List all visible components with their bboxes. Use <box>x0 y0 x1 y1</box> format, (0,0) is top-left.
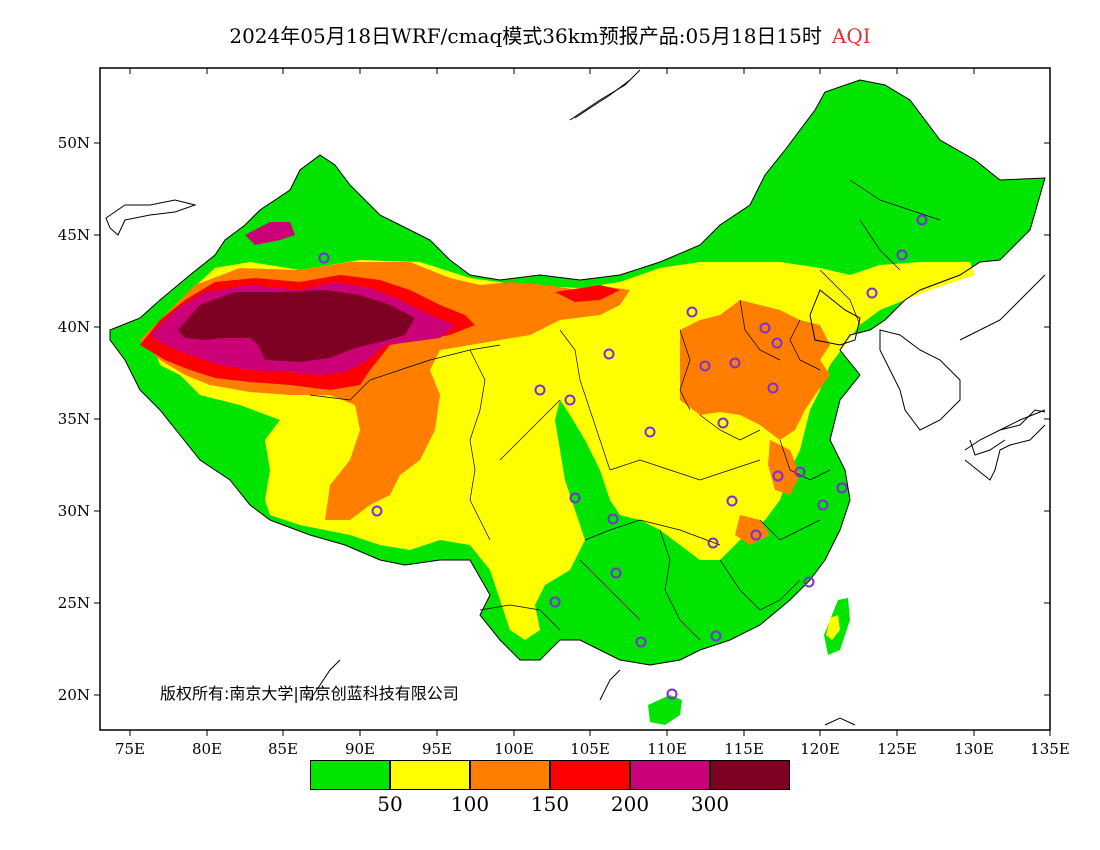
station-marker <box>726 495 738 507</box>
station-marker <box>916 214 928 226</box>
station-marker <box>534 384 546 396</box>
y-tick-label: 50N <box>58 134 90 152</box>
x-tick-label: 105E <box>570 740 610 758</box>
legend-swatch <box>550 760 630 790</box>
x-tick-label: 130E <box>954 740 994 758</box>
title-variable: AQI <box>831 24 871 48</box>
station-marker <box>699 360 711 372</box>
map-body <box>100 68 1050 730</box>
region-red-ne <box>555 285 620 302</box>
color-legend <box>310 760 790 792</box>
national-border <box>109 79 1046 666</box>
station-marker <box>569 492 581 504</box>
station-marker <box>635 636 647 648</box>
y-tick-label: 20N <box>58 686 90 704</box>
legend-swatch <box>630 760 710 790</box>
station-marker <box>707 537 719 549</box>
x-tick-label: 80E <box>192 740 222 758</box>
x-tick-label: 110E <box>647 740 687 758</box>
legend-swatch <box>470 760 550 790</box>
y-tick-labels: 50N 45N 40N 35N 30N 25N 20N <box>58 134 90 704</box>
station-marker <box>729 357 741 369</box>
x-tick-label: 120E <box>800 740 840 758</box>
region-maroon <box>178 290 415 362</box>
x-tick-label: 135E <box>1030 740 1070 758</box>
x-tick-labels: 75E 80E 85E 90E 95E 100E 105E 110E 115E … <box>115 740 1070 758</box>
y-tick-label: 35N <box>58 410 90 428</box>
legend-value: 300 <box>690 792 730 816</box>
x-tick-label: 85E <box>268 740 298 758</box>
tick-marks <box>94 68 1051 736</box>
station-marker <box>318 252 330 264</box>
province-boundaries <box>309 179 941 641</box>
station-marker <box>817 499 829 511</box>
station-marker <box>759 322 771 334</box>
legend-swatch <box>390 760 470 790</box>
y-tick-label: 45N <box>58 226 90 244</box>
station-marker <box>750 529 762 541</box>
copyright-text: 版权所有:南京大学|南京创蓝科技有限公司 <box>160 684 459 703</box>
station-marker <box>610 567 622 579</box>
x-tick-label: 100E <box>494 740 534 758</box>
y-tick-label: 30N <box>58 502 90 520</box>
map-frame <box>99 67 1051 731</box>
station-marker <box>371 505 383 517</box>
coastlines <box>105 69 1046 726</box>
station-marker <box>767 382 779 394</box>
legend-value: 50 <box>377 792 403 816</box>
hainan-island <box>648 695 682 725</box>
map-title: 2024年05月18日WRF/cmaq模式36km预报产品:05月18日15时 A… <box>0 20 1100 49</box>
station-marker <box>866 287 878 299</box>
x-tick-label: 115E <box>724 740 764 758</box>
station-marker <box>896 249 908 261</box>
legend-swatch <box>710 760 790 790</box>
station-marker <box>549 596 561 608</box>
taiwan-yellow <box>826 615 840 640</box>
x-tick-label: 125E <box>877 740 917 758</box>
x-tick-label: 90E <box>345 740 375 758</box>
station-marker <box>772 470 784 482</box>
station-marker <box>666 688 678 700</box>
station-marker <box>794 466 806 478</box>
station-marker <box>686 306 698 318</box>
station-marker <box>710 630 722 642</box>
region-purple-nw <box>245 222 295 245</box>
station-marker <box>836 482 848 494</box>
station-marker <box>771 337 783 349</box>
station-markers <box>318 214 928 700</box>
legend-value: 200 <box>610 792 650 816</box>
station-marker <box>607 513 619 525</box>
y-tick-label: 40N <box>58 318 90 336</box>
station-marker <box>564 394 576 406</box>
x-tick-label: 75E <box>115 740 145 758</box>
region-orange-east <box>768 440 800 495</box>
station-marker <box>717 417 729 429</box>
title-text: 2024年05月18日WRF/cmaq模式36km预报产品:05月18日15时 <box>229 24 822 48</box>
station-marker <box>603 348 615 360</box>
region-orange-central <box>735 515 770 545</box>
legend-swatch <box>310 760 390 790</box>
x-tick-label: 95E <box>422 740 452 758</box>
y-tick-label: 25N <box>58 594 90 612</box>
legend-value: 150 <box>530 792 570 816</box>
station-marker <box>644 426 656 438</box>
legend-value: 100 <box>450 792 490 816</box>
station-marker <box>803 576 815 588</box>
